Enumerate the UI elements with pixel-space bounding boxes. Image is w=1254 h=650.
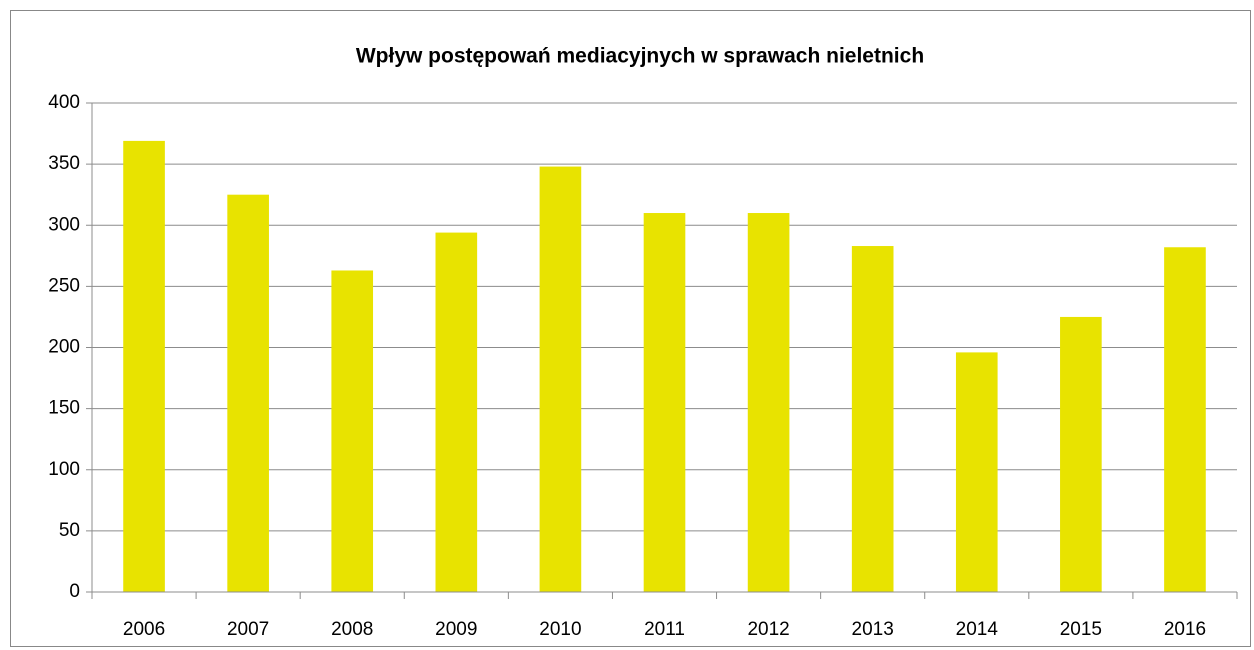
y-tick-label: 250 bbox=[48, 275, 80, 296]
y-tick-label: 350 bbox=[48, 153, 80, 174]
y-tick-label: 300 bbox=[48, 214, 80, 235]
bar bbox=[227, 194, 269, 592]
x-tick-label: 2013 bbox=[852, 619, 894, 640]
x-tick-label: 2009 bbox=[435, 619, 477, 640]
bar bbox=[123, 140, 165, 592]
chart-title: Wpływ postępowań mediacyjnych w sprawach… bbox=[356, 45, 924, 68]
x-tick-label: 2015 bbox=[1060, 619, 1102, 640]
x-tick-label: 2016 bbox=[1164, 619, 1206, 640]
y-tick-label: 50 bbox=[59, 520, 80, 541]
bar bbox=[851, 246, 894, 592]
chart-frame bbox=[10, 10, 1251, 647]
bar bbox=[955, 352, 998, 592]
x-tick-label: 2014 bbox=[956, 619, 999, 640]
y-tick-label: 0 bbox=[69, 581, 80, 602]
bar bbox=[1164, 247, 1206, 592]
bar bbox=[539, 166, 582, 592]
x-tick-label: 2008 bbox=[331, 619, 373, 640]
x-tick-label: 2006 bbox=[123, 619, 165, 640]
bar bbox=[1060, 316, 1102, 592]
bar bbox=[643, 213, 686, 592]
y-tick-label: 400 bbox=[48, 92, 80, 113]
x-tick-label: 2012 bbox=[747, 619, 789, 640]
x-tick-label: 2007 bbox=[227, 619, 269, 640]
y-tick-label: 150 bbox=[48, 398, 80, 419]
bar bbox=[331, 270, 374, 592]
x-tick-label: 2010 bbox=[539, 619, 581, 640]
bar bbox=[435, 232, 478, 592]
y-tick-label: 100 bbox=[48, 459, 80, 480]
x-tick-label: 2011 bbox=[644, 619, 685, 640]
y-tick-label: 200 bbox=[48, 337, 80, 358]
bar bbox=[747, 213, 790, 592]
